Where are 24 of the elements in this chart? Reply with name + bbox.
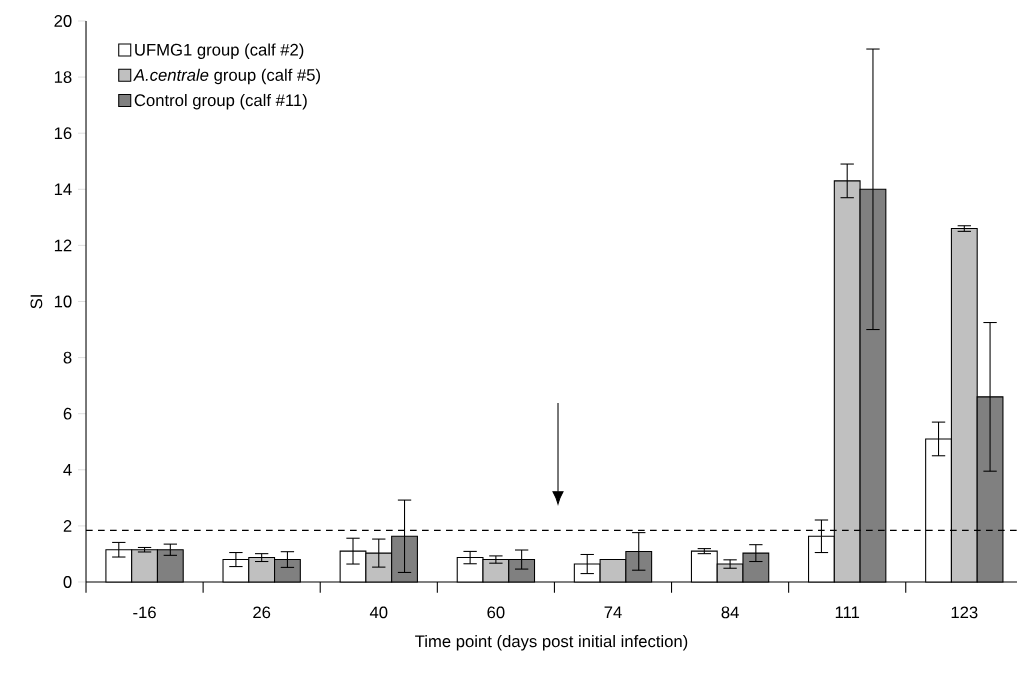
y-tick-label: 2	[63, 520, 72, 532]
y-tick-label: 8	[63, 351, 72, 364]
y-tick-label: 4	[63, 464, 72, 476]
y-tick-label: 12	[54, 239, 72, 252]
x-tick-label: 74	[604, 606, 622, 618]
x-tick-label: 84	[721, 606, 739, 619]
x-tick-label: 123	[951, 606, 978, 619]
x-tick-label: -16	[133, 606, 156, 619]
legend-label: UFMG1 group (calf #2)	[135, 43, 304, 59]
legend-label: Control group (calf #11)	[134, 93, 307, 110]
x-tick-label: 26	[253, 606, 271, 619]
y-tick-label: 18	[54, 71, 72, 83]
x-tick-label: 40	[369, 606, 388, 619]
x-tick-label: 60	[487, 606, 505, 619]
y-tick-label: 16	[54, 127, 72, 140]
y-tick-label: 14	[54, 183, 72, 196]
legend-label: A.centrale group (calf #5)	[133, 68, 321, 85]
y-tick-label: 10	[54, 295, 72, 308]
x-axis-title: Time point (days post initial infection)	[415, 634, 688, 651]
y-tick-label: 6	[63, 407, 72, 420]
y-axis-title: SI	[30, 295, 43, 309]
y-tick-label: 20	[54, 15, 72, 27]
y-tick-label: 0	[63, 576, 72, 588]
x-tick-label: 111	[835, 606, 860, 618]
